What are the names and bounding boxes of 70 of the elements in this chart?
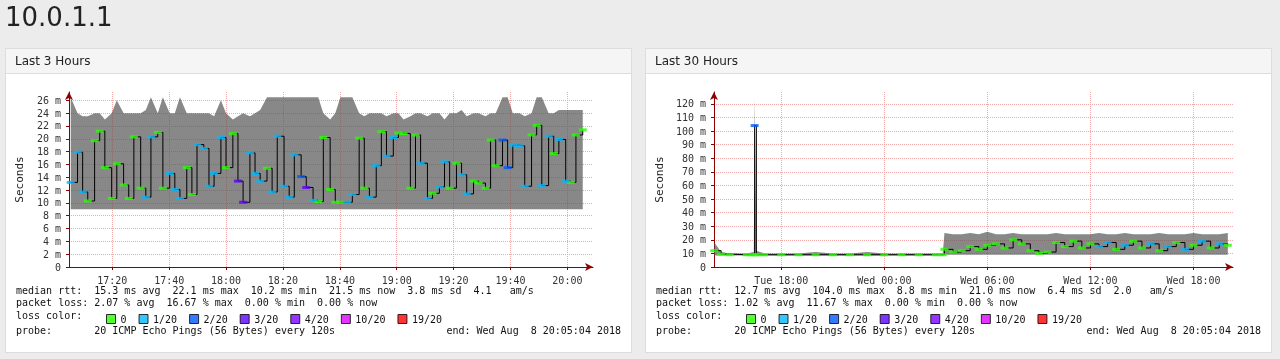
x-tick-label: 17:20	[97, 274, 128, 286]
y-tick-label: 10 m	[681, 247, 706, 259]
y-tick-label: 8 m	[42, 210, 61, 222]
y-axis-title: Seconds	[13, 156, 26, 203]
y-axis-title: Seconds	[653, 156, 666, 203]
text: packet loss: 1.02 % avg 11.67 % max 0.00 % min 0.00 % now	[656, 296, 1019, 308]
legend-label: 2/20	[203, 313, 228, 325]
legend-label: 4/20	[944, 313, 969, 325]
y-tick-label: 4 m	[42, 235, 61, 247]
y-tick-label: 10 m	[36, 197, 61, 209]
legend-label: 4/20	[304, 313, 329, 325]
legend-label: 1/20	[793, 313, 818, 325]
y-tick-label: 20 m	[681, 234, 706, 246]
y-tick-label: 100 m	[675, 125, 706, 137]
legend-label: 0	[760, 313, 767, 325]
legend-label: 19/20	[1051, 313, 1083, 325]
y-tick-label: 60 m	[681, 179, 706, 191]
y-tick-label: 24 m	[36, 107, 61, 119]
y-tick-label: 18 m	[36, 146, 61, 158]
x-tick-label: Wed 12:00	[1063, 274, 1118, 286]
legend-label: 1/20	[153, 313, 178, 325]
x-tick-label: Wed 18:00	[1166, 274, 1221, 286]
y-tick-label: 2 m	[42, 248, 61, 260]
text: median rtt: 12.7 ms avg 104.0 ms max 8.8 ms min 21.0 ms now 6.4 ms sd 2.0 am/s	[656, 284, 1174, 296]
legend-label: 10/20	[355, 313, 386, 325]
chart-subtitle: Last 3 Hours	[6, 49, 631, 74]
legend-label: 3/20	[894, 313, 919, 325]
y-tick-label: 16 m	[36, 158, 61, 170]
y-tick-label: 20 m	[36, 133, 61, 145]
x-tick-label: 20:00	[552, 274, 583, 286]
text: probe: 20 ICMP Echo Pings (56 Bytes) every 120s	[16, 324, 336, 336]
x-tick-label: 19:20	[438, 274, 469, 286]
legend-label: 19/20	[411, 313, 443, 325]
text: end: Wed Aug 8 20:05:04 2018	[446, 324, 622, 336]
y-tick-label: 12 m	[36, 184, 61, 196]
text: packet loss: 2.07 % avg 16.67 % max 0.00 % min 0.00 % now	[16, 296, 379, 308]
y-tick-label: 70 m	[681, 166, 706, 178]
y-tick-label: 80 m	[681, 152, 706, 164]
x-tick-label: Tue 18:00	[754, 274, 809, 286]
legend-label: 2/20	[843, 313, 868, 325]
x-tick-label: 19:00	[381, 274, 412, 286]
y-tick-label: 120 m	[675, 98, 706, 110]
y-tick-label: 30 m	[681, 220, 706, 232]
x-tick-label: 18:00	[210, 274, 242, 286]
y-tick-label: 0	[54, 261, 61, 273]
y-tick-label: 110 m	[675, 111, 706, 123]
x-tick-label: 18:20	[267, 274, 298, 286]
y-tick-label: 26 m	[36, 94, 61, 106]
x-tick-label: 19:40	[495, 274, 526, 286]
x-tick-label: 17:40	[154, 274, 185, 286]
text: probe: 20 ICMP Echo Pings (56 Bytes) every 120s	[656, 324, 976, 336]
text: end: Wed Aug 8 20:05:04 2018	[1086, 324, 1262, 336]
legend-label: 10/20	[995, 313, 1026, 325]
legend-label: 0	[120, 313, 127, 325]
y-tick-label: 40 m	[681, 207, 706, 219]
y-tick-label: 90 m	[681, 139, 706, 151]
chart-title: 10.0.1.1	[5, 2, 113, 32]
x-tick-label: Wed 06:00	[960, 274, 1015, 286]
legend-title: loss color:	[16, 309, 83, 321]
legend-title: loss color:	[656, 309, 723, 321]
y-tick-label: 22 m	[36, 120, 61, 132]
text: median rtt: 15.3 ms avg 22.1 ms max 10.2 ms min 21.5 ms now 3.8 ms sd 4.1 am/s	[16, 284, 534, 296]
y-tick-label: 0	[699, 261, 706, 273]
x-tick-label: 18:40	[324, 274, 355, 286]
y-tick-label: 6 m	[42, 223, 61, 235]
y-tick-label: 50 m	[681, 193, 706, 205]
legend-label: 3/20	[254, 313, 279, 325]
chart-subtitle: Last 30 Hours	[646, 49, 1271, 74]
y-tick-label: 14 m	[36, 171, 61, 183]
x-tick-label: Wed 00:00	[857, 274, 912, 286]
